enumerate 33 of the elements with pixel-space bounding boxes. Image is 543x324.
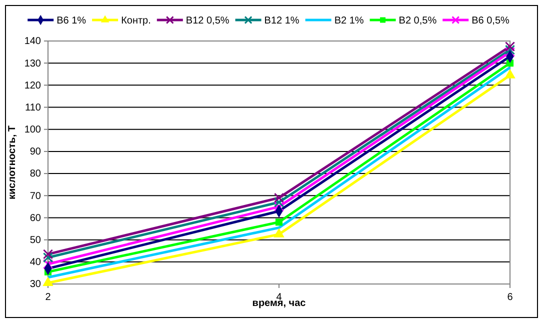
legend-label: В12 0,5% (186, 16, 230, 26)
legend-label: В6 1% (56, 16, 86, 26)
point (42, 252, 54, 263)
y-axis-title: кислотность, Т (7, 126, 18, 200)
legend-label: В2 1% (334, 16, 364, 26)
y-tick-label: 130 (24, 58, 42, 70)
legend-label: Контр. (121, 16, 151, 26)
y-tick-label: 110 (25, 102, 42, 114)
y-tick-label: 120 (24, 80, 42, 92)
y-tick-label: 50 (30, 235, 42, 246)
point (275, 218, 283, 226)
y-tick-label: 100 (24, 124, 42, 136)
point (274, 197, 284, 208)
y-tick-label: 30 (30, 279, 42, 290)
y-tick-label: 60 (30, 212, 42, 224)
y-tick-label: 90 (30, 146, 42, 158)
x-tick-label: 6 (507, 292, 514, 303)
legend-label: В6 0,5% (472, 16, 510, 26)
point (274, 202, 284, 212)
point (504, 46, 516, 58)
y-tick-label: 140 (24, 36, 42, 48)
point (504, 44, 516, 55)
y-tick-label: 80 (30, 168, 42, 180)
x-tick-label: 2 (45, 292, 52, 303)
legend-label: В2 0,5% (398, 16, 437, 26)
point (504, 69, 516, 78)
point (42, 259, 54, 270)
point (274, 192, 284, 203)
point (42, 249, 54, 260)
point (504, 41, 516, 52)
legend-label: В12 1% (264, 16, 300, 26)
y-tick-label: 40 (30, 257, 42, 268)
y-tick-label: 70 (30, 190, 42, 202)
